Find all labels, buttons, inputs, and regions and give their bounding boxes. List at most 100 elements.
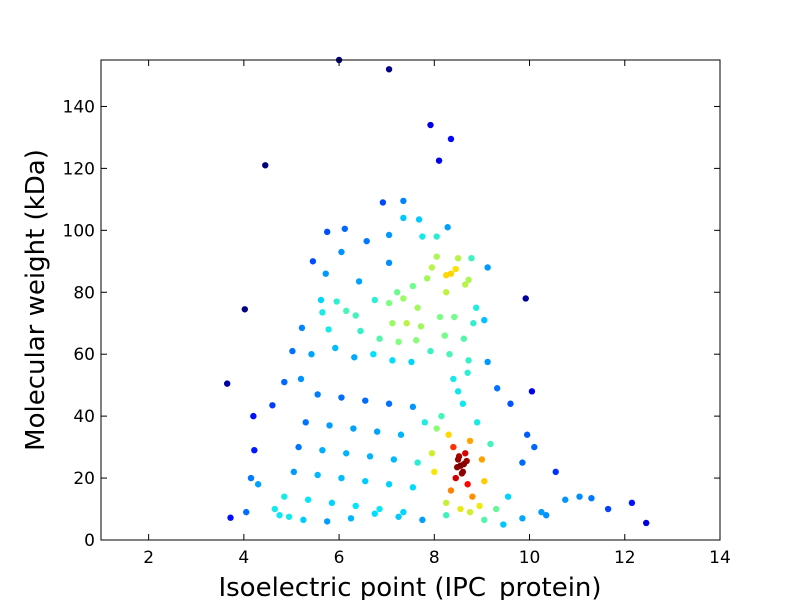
x-tick-label: 10 <box>519 548 541 568</box>
data-point <box>403 320 410 327</box>
data-point <box>362 397 369 404</box>
data-point <box>366 453 374 460</box>
data-point <box>447 270 455 277</box>
data-point <box>438 412 445 420</box>
data-point <box>450 375 457 383</box>
data-point <box>451 313 458 321</box>
data-point <box>343 450 350 457</box>
data-point <box>308 350 315 358</box>
data-point <box>428 450 436 457</box>
data-point <box>319 309 326 316</box>
data-point <box>519 459 526 466</box>
x-tick-label: 4 <box>238 548 249 568</box>
data-point <box>300 516 307 524</box>
data-point <box>504 493 512 500</box>
data-point <box>588 494 595 502</box>
data-point <box>385 231 393 239</box>
data-point <box>628 499 636 507</box>
data-point <box>414 304 421 311</box>
data-point <box>333 298 340 305</box>
data-point <box>460 335 468 342</box>
data-point <box>428 264 436 271</box>
data-point <box>322 270 329 277</box>
y-tick-label: 100 <box>63 221 95 241</box>
data-point <box>576 493 583 500</box>
data-point <box>400 508 407 516</box>
data-point <box>400 197 407 205</box>
data-point <box>385 259 393 267</box>
data-point <box>385 66 393 73</box>
data-point <box>241 306 248 313</box>
data-point <box>250 412 257 420</box>
data-point <box>457 462 464 469</box>
data-point <box>323 228 331 236</box>
data-point <box>454 254 462 262</box>
data-point <box>464 369 471 376</box>
data-point <box>543 512 550 519</box>
x-tick-label: 6 <box>334 548 345 568</box>
data-point <box>604 505 612 513</box>
data-point <box>395 338 402 346</box>
data-point <box>400 295 407 302</box>
data-point <box>443 289 450 296</box>
data-point <box>433 233 440 240</box>
data-point <box>326 422 333 429</box>
y-tick-label: 140 <box>63 97 95 117</box>
data-point <box>298 324 306 332</box>
data-point <box>338 248 345 256</box>
y-axis-ticks: 0 20 40 60 80 100 120 140 <box>63 97 720 551</box>
data-point <box>538 508 545 516</box>
data-point <box>328 499 336 507</box>
data-point <box>285 513 293 520</box>
data-point <box>385 400 393 407</box>
data-point <box>507 400 514 407</box>
data-point <box>251 446 258 454</box>
data-point <box>271 505 278 513</box>
data-point <box>304 496 312 503</box>
data-point <box>408 358 415 366</box>
x-tick-label: 2 <box>143 548 154 568</box>
data-point <box>454 456 462 463</box>
data-point <box>484 264 491 271</box>
data-point <box>409 484 417 491</box>
data-point <box>338 474 345 482</box>
data-point <box>493 385 501 392</box>
data-point <box>363 237 370 245</box>
y-axis-title: Molecular weight (kDa) <box>21 149 51 451</box>
data-point <box>325 326 332 333</box>
data-point <box>427 347 434 355</box>
data-point <box>370 350 377 358</box>
data-point <box>431 468 438 476</box>
y-tick-label: 0 <box>84 531 95 551</box>
data-point <box>247 474 255 482</box>
data-point <box>309 258 317 265</box>
y-tick-label: 20 <box>73 469 95 489</box>
data-point <box>473 304 480 311</box>
data-point <box>357 327 364 335</box>
data-point <box>338 394 345 401</box>
data-point <box>343 307 350 315</box>
data-point <box>452 265 459 273</box>
data-point <box>281 378 288 386</box>
data-point <box>436 313 444 321</box>
data-point <box>281 493 288 500</box>
data-point <box>409 403 417 411</box>
data-point <box>269 402 276 409</box>
data-point <box>447 487 455 494</box>
data-point <box>390 456 398 463</box>
data-point <box>297 375 305 383</box>
x-tick-label: 8 <box>429 548 440 568</box>
data-point <box>341 225 348 232</box>
data-point <box>462 281 469 288</box>
data-point <box>427 121 434 129</box>
x-tick-label: 14 <box>709 548 731 568</box>
data-point <box>314 471 321 479</box>
data-point <box>462 450 469 457</box>
data-point <box>481 516 488 524</box>
data-point <box>447 135 455 143</box>
data-point <box>419 516 426 524</box>
data-point <box>351 354 358 361</box>
data-point <box>469 493 476 500</box>
data-point <box>409 282 417 290</box>
